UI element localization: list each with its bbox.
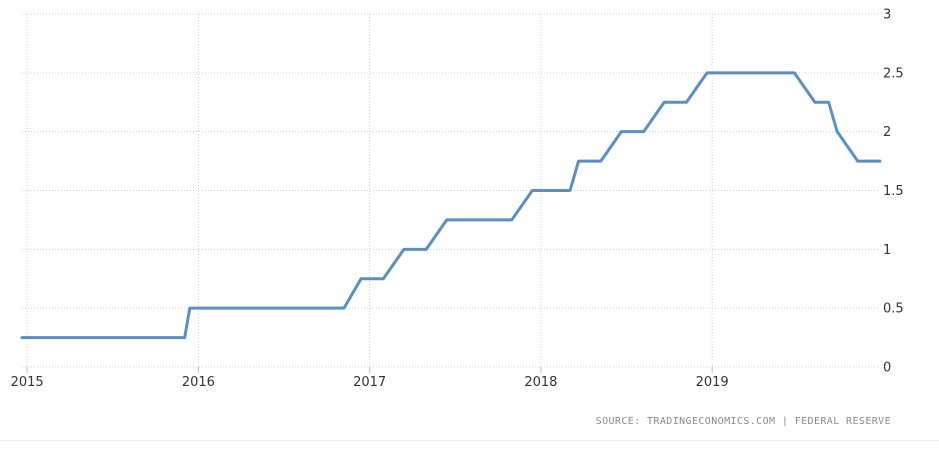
- source-note: SOURCE: TRADINGECONOMICS.COM | FEDERAL R…: [595, 416, 891, 427]
- x-tick-label: 2015: [11, 375, 44, 390]
- x-tick-label: 2018: [524, 375, 557, 390]
- y-tick-label: 0.5: [883, 302, 904, 317]
- series-line: [20, 71, 882, 340]
- x-tick-label: 2016: [182, 375, 215, 390]
- y-axis-labels: 0 0.5 1 1.5 2 2.5 3: [883, 8, 904, 376]
- y-tick-label: 2: [883, 125, 891, 140]
- x-tick-label: 2017: [353, 375, 386, 390]
- y-tick-label: 3: [883, 8, 891, 23]
- y-tick-label: 2.5: [883, 66, 904, 81]
- bottom-divider: [0, 440, 939, 441]
- y-tick-label: 0: [883, 361, 891, 376]
- y-tick-label: 1.5: [883, 184, 904, 199]
- y-tick-label: 1: [883, 243, 891, 258]
- chart-grid: [22, 13, 880, 373]
- x-axis-labels: 2015 2016 2017 2018 2019: [11, 375, 729, 390]
- x-tick-label: 2019: [696, 375, 729, 390]
- chart-series: [20, 71, 882, 340]
